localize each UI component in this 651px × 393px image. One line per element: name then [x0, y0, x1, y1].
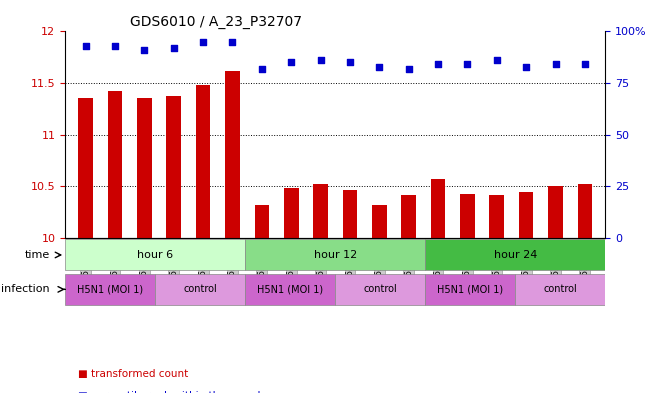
- Text: GDS6010 / A_23_P32707: GDS6010 / A_23_P32707: [130, 15, 302, 29]
- Point: [198, 39, 208, 45]
- FancyBboxPatch shape: [245, 239, 425, 270]
- Point: [374, 63, 385, 70]
- Point: [492, 57, 502, 63]
- FancyBboxPatch shape: [425, 239, 605, 270]
- FancyBboxPatch shape: [425, 274, 516, 305]
- Bar: [548, 186, 563, 238]
- FancyBboxPatch shape: [245, 274, 335, 305]
- Text: time: time: [25, 250, 50, 260]
- Point: [404, 65, 414, 72]
- Text: infection: infection: [1, 285, 50, 294]
- Text: hour 6: hour 6: [137, 250, 173, 260]
- Text: ■ transformed count: ■ transformed count: [78, 369, 188, 379]
- Bar: [460, 195, 475, 238]
- Bar: [372, 205, 387, 238]
- Point: [169, 45, 179, 51]
- Text: ■ percentile rank within the sample: ■ percentile rank within the sample: [78, 391, 267, 393]
- Bar: [137, 99, 152, 238]
- Bar: [431, 179, 445, 238]
- Text: H5N1 (MOI 1): H5N1 (MOI 1): [257, 285, 324, 294]
- Point: [81, 43, 91, 49]
- Point: [521, 63, 531, 70]
- Point: [110, 43, 120, 49]
- Bar: [107, 91, 122, 238]
- Point: [345, 59, 355, 66]
- Point: [550, 61, 561, 68]
- Bar: [313, 184, 328, 238]
- Text: H5N1 (MOI 1): H5N1 (MOI 1): [437, 285, 503, 294]
- FancyBboxPatch shape: [65, 239, 245, 270]
- Bar: [519, 193, 533, 238]
- Bar: [401, 195, 416, 238]
- Point: [227, 39, 238, 45]
- Point: [315, 57, 326, 63]
- FancyBboxPatch shape: [516, 274, 605, 305]
- Text: H5N1 (MOI 1): H5N1 (MOI 1): [77, 285, 143, 294]
- Bar: [284, 188, 299, 238]
- Point: [139, 47, 150, 53]
- Bar: [342, 190, 357, 238]
- Point: [579, 61, 590, 68]
- Text: control: control: [184, 285, 217, 294]
- Bar: [490, 195, 504, 238]
- FancyBboxPatch shape: [155, 274, 245, 305]
- FancyBboxPatch shape: [335, 274, 425, 305]
- Point: [256, 65, 267, 72]
- Bar: [577, 184, 592, 238]
- Text: control: control: [363, 285, 397, 294]
- Text: hour 12: hour 12: [314, 250, 357, 260]
- Point: [286, 59, 296, 66]
- Point: [433, 61, 443, 68]
- Text: hour 24: hour 24: [493, 250, 537, 260]
- FancyBboxPatch shape: [65, 274, 155, 305]
- Bar: [255, 205, 270, 238]
- Bar: [225, 71, 240, 238]
- Bar: [196, 85, 210, 238]
- Text: control: control: [544, 285, 577, 294]
- Point: [462, 61, 473, 68]
- Bar: [78, 99, 93, 238]
- Bar: [167, 96, 181, 238]
